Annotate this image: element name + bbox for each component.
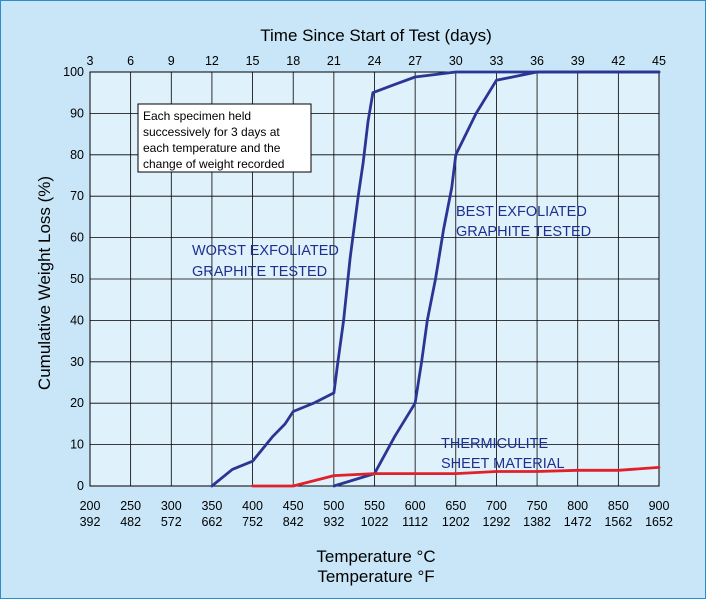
x-tick-label-celsius: 450 [283, 499, 304, 513]
top-axis-title: Time Since Start of Test (days) [260, 26, 491, 45]
x-tick-label-celsius: 350 [201, 499, 222, 513]
top-tick-label: 36 [530, 54, 544, 68]
x-tick-label-celsius: 900 [649, 499, 670, 513]
note-line: change of weight recorded [143, 157, 284, 171]
y-tick-label: 30 [70, 355, 84, 369]
x-tick-label-fahrenheit: 1202 [442, 515, 470, 529]
top-tick-label: 3 [87, 54, 94, 68]
x-tick-label-celsius: 400 [242, 499, 263, 513]
top-tick-label: 12 [205, 54, 219, 68]
note-line: each temperature and the [143, 141, 281, 155]
note-line: Each specimen held [143, 109, 251, 123]
top-tick-label: 9 [168, 54, 175, 68]
top-tick-label: 30 [449, 54, 463, 68]
y-tick-label: 70 [70, 189, 84, 203]
x-tick-label-celsius: 300 [161, 499, 182, 513]
y-axis-title: Cumulative Weight Loss (%) [35, 176, 54, 390]
x-tick-label-fahrenheit: 392 [80, 515, 101, 529]
x-tick-label-celsius: 800 [567, 499, 588, 513]
x-tick-label-fahrenheit: 662 [201, 515, 222, 529]
x-tick-label-celsius: 850 [608, 499, 629, 513]
y-tick-label: 0 [77, 479, 84, 493]
x-axis-title-fahrenheit: Temperature °F [317, 567, 434, 586]
x-tick-label-fahrenheit: 1382 [523, 515, 551, 529]
y-tick-label: 20 [70, 396, 84, 410]
ticks-layer: 3 6 9 12 15 18 21 24 27 30 33 36 39 42 450102030405060… [63, 54, 673, 529]
series-label-best: GRAPHITE TESTED [456, 224, 591, 240]
top-tick-label: 33 [489, 54, 503, 68]
note-line: successively for 3 days at [143, 125, 280, 139]
y-tick-label: 100 [63, 65, 84, 79]
y-tick-label: 50 [70, 272, 84, 286]
top-tick-label: 45 [652, 54, 666, 68]
x-tick-label-fahrenheit: 572 [161, 515, 182, 529]
x-tick-label-fahrenheit: 482 [120, 515, 141, 529]
x-tick-label-fahrenheit: 1112 [402, 515, 428, 529]
top-tick-label: 6 [127, 54, 134, 68]
note-box: Each specimen held successively for 3 da… [137, 103, 312, 173]
top-tick-label: 15 [246, 54, 260, 68]
series-layer [210, 70, 661, 488]
x-tick-label-celsius: 550 [364, 499, 385, 513]
x-tick-label-celsius: 750 [527, 499, 548, 513]
x-tick-label-fahrenheit: 1292 [483, 515, 511, 529]
top-tick-label: 21 [327, 54, 341, 68]
x-tick-label-celsius: 700 [486, 499, 507, 513]
series-label-thermiculite: THERMICULITE [441, 436, 548, 452]
series-line-0 [210, 70, 661, 488]
x-tick-label-fahrenheit: 842 [283, 515, 304, 529]
x-tick-label-celsius: 500 [323, 499, 344, 513]
top-tick-label: 24 [368, 54, 382, 68]
top-tick-label: 42 [611, 54, 625, 68]
x-tick-label-fahrenheit: 1652 [645, 515, 673, 529]
x-tick-label-celsius: 600 [405, 499, 426, 513]
top-tick-label: 39 [571, 54, 585, 68]
x-tick-label-fahrenheit: 1472 [564, 515, 592, 529]
x-axis-title-celsius: Temperature °C [316, 547, 435, 566]
y-tick-label: 60 [70, 231, 84, 245]
y-tick-label: 90 [70, 106, 84, 120]
series-label-thermiculite: SHEET MATERIAL [441, 456, 565, 472]
y-tick-label: 10 [70, 438, 84, 452]
x-tick-label-fahrenheit: 1562 [604, 515, 632, 529]
x-tick-label-celsius: 200 [80, 499, 101, 513]
series-line-1 [332, 70, 661, 488]
x-tick-label-fahrenheit: 752 [242, 515, 263, 529]
x-tick-label-celsius: 650 [445, 499, 466, 513]
series-line-2 [251, 465, 661, 488]
x-tick-label-celsius: 250 [120, 499, 141, 513]
y-tick-label: 80 [70, 148, 84, 162]
top-tick-label: 18 [286, 54, 300, 68]
x-tick-label-fahrenheit: 932 [323, 515, 344, 529]
series-label-best: BEST EXFOLIATED [456, 204, 587, 220]
y-tick-label: 40 [70, 313, 84, 327]
top-tick-label: 27 [408, 54, 422, 68]
x-tick-label-fahrenheit: 1022 [361, 515, 389, 529]
series-label-worst: WORST EXFOLIATED [192, 243, 339, 259]
series-label-worst: GRAPHITE TESTED [192, 264, 327, 280]
